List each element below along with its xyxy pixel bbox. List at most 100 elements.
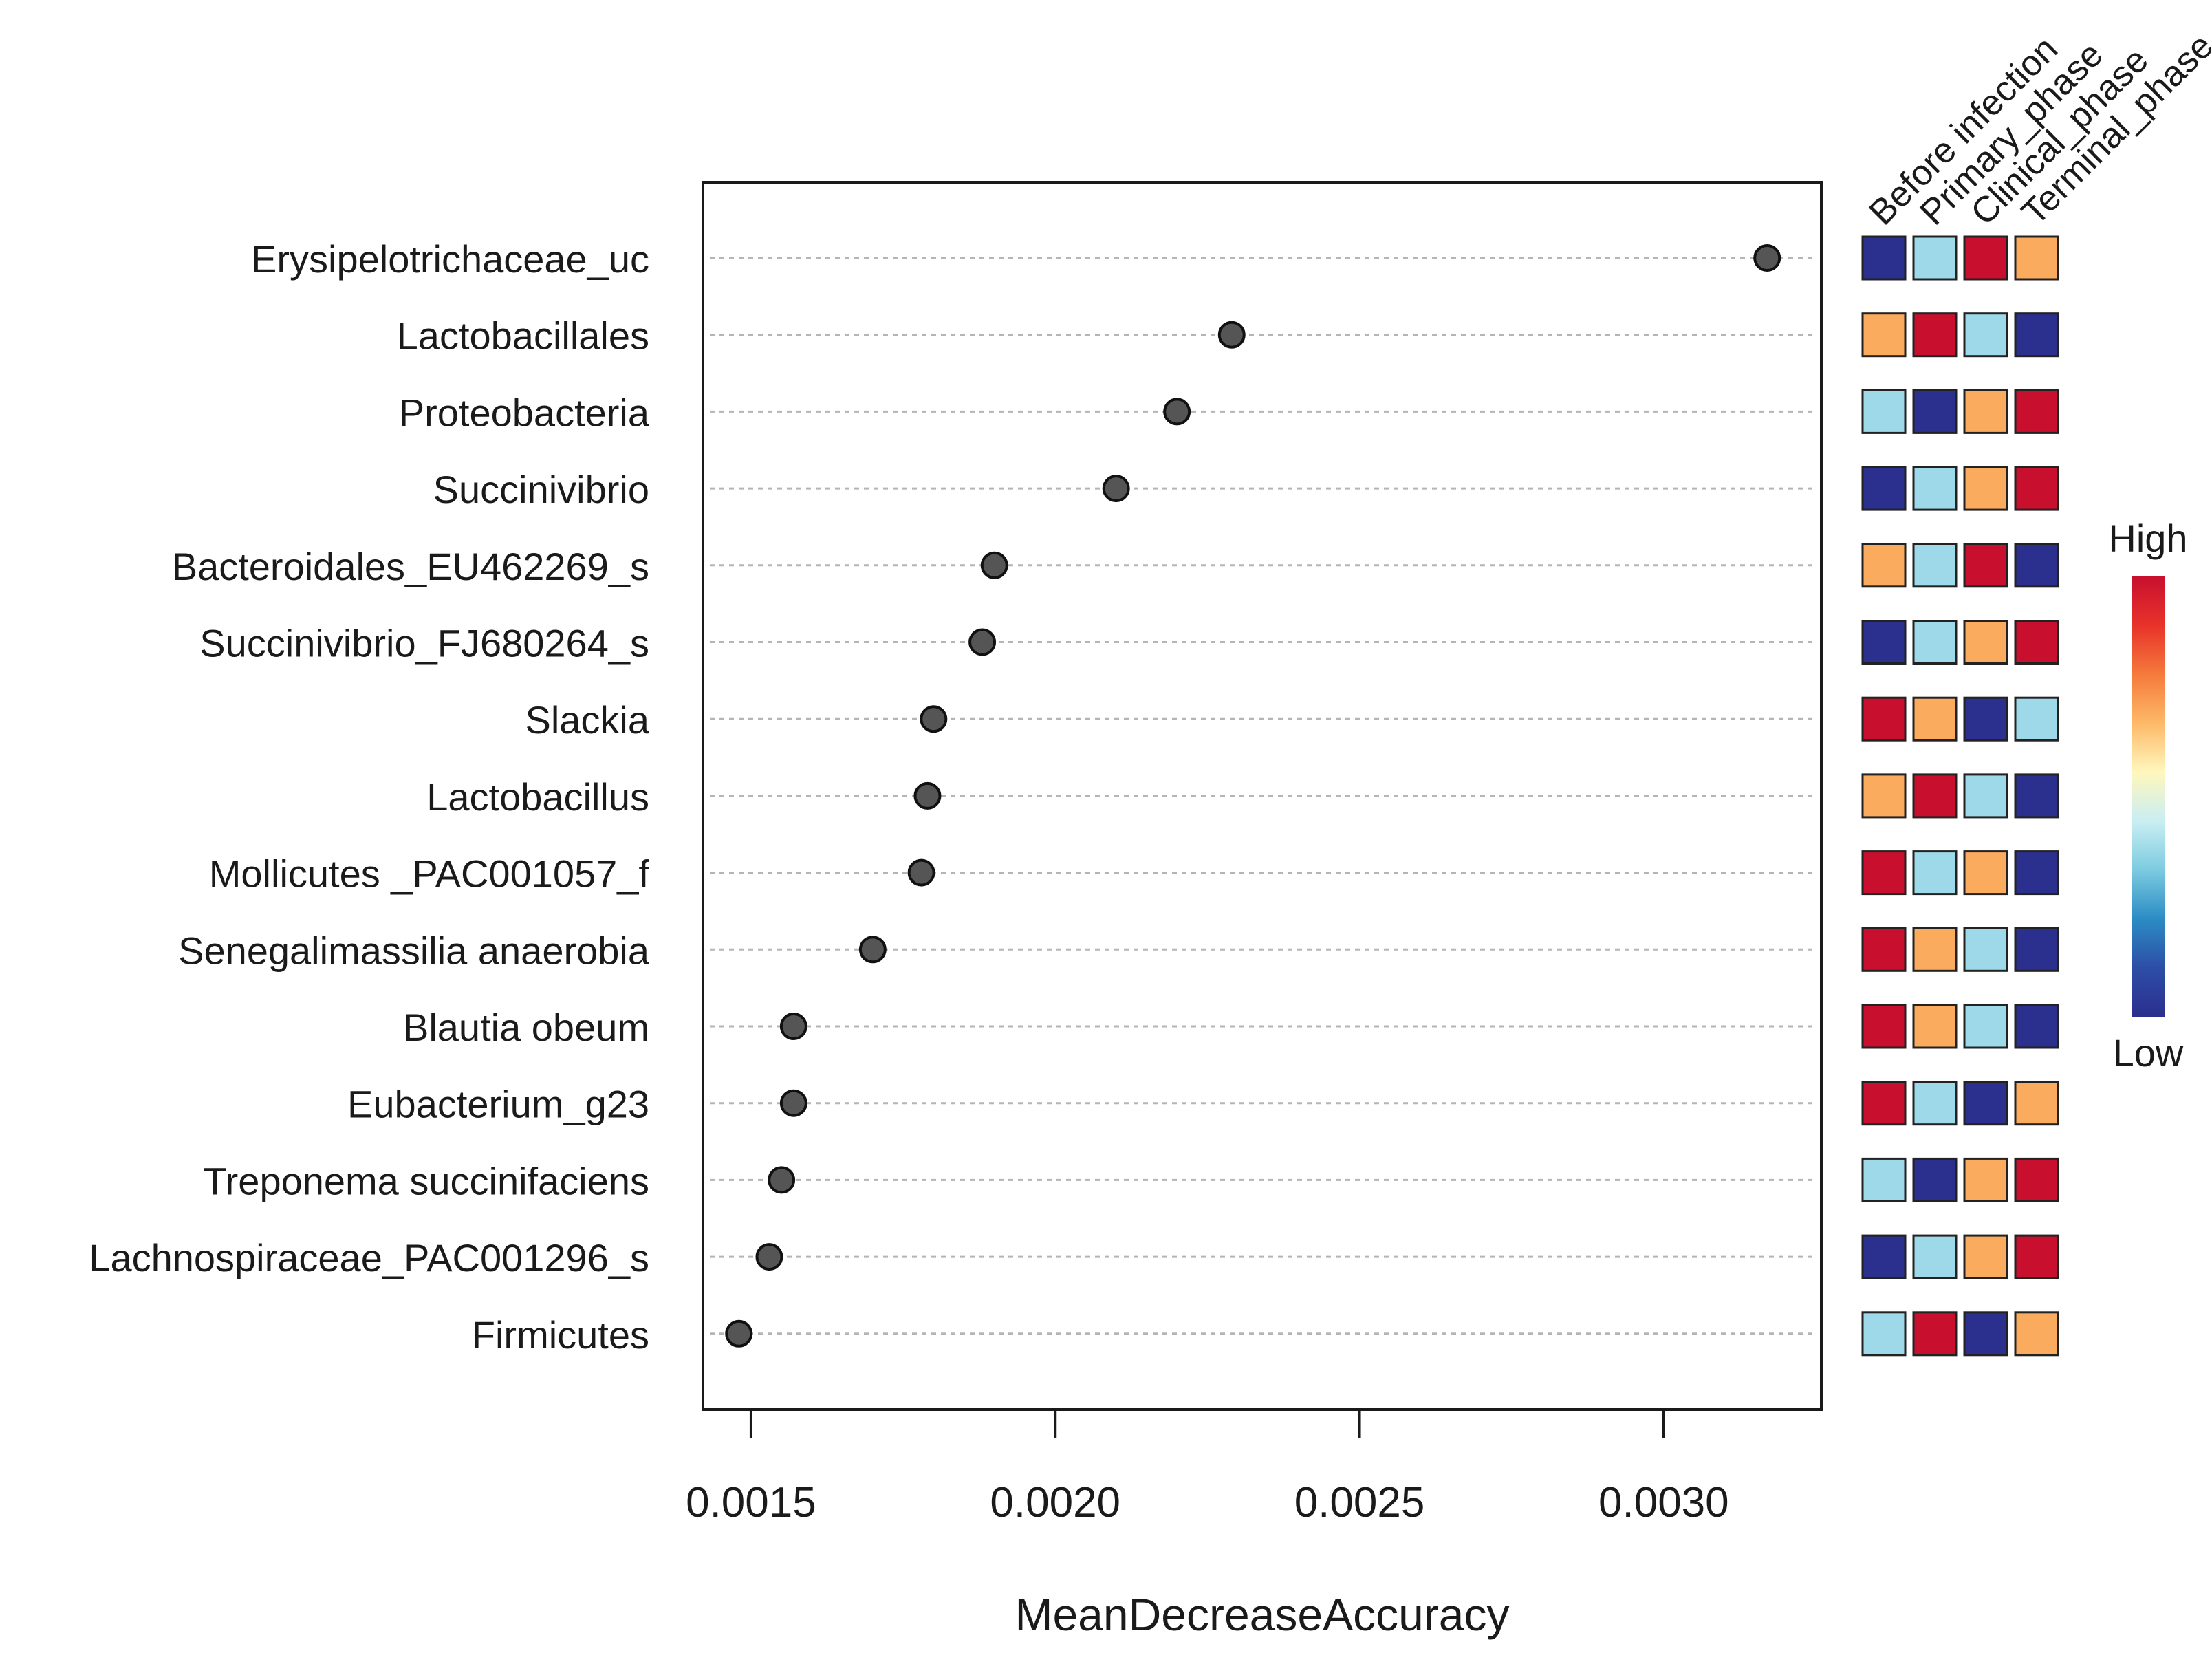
heatmap-cell [2014,696,2059,742]
heatmap-cell [2014,1081,2059,1126]
heatmap-cell [1963,1081,2008,1126]
y-tick-labels: Erysipelotrichaceae_uc Lactobacillales Pro… [89,237,650,1357]
heatmap-cell [1963,850,2008,896]
category-label: Eubacterium_g23 [347,1083,649,1126]
x-axis-label: MeanDecreaseAccuracy [1015,1589,1510,1640]
heatmap-cell [1861,389,1907,434]
heatmap-cell [1912,850,1958,896]
category-label: Lachnospiraceae_PAC001296_s [89,1236,649,1279]
heatmap-cell [1912,696,1958,742]
grid-layer [710,257,1814,1335]
category-label: Bacteroidales_EU462269_s [172,545,649,588]
heatmap-cell [2014,773,2059,819]
category-label: Blautia obeum [403,1006,649,1049]
category-label: Firmicutes [472,1313,649,1357]
data-point [1163,398,1191,426]
heatmap-cell [1912,1157,1958,1202]
color-legend-high-label: High [2108,517,2187,560]
heatmap-cell [2014,312,2059,358]
color-legend: High Low [2108,517,2187,1074]
heatmap-cell [1861,1081,1907,1126]
x-tick-label: 0.0030 [1598,1479,1729,1526]
heatmap-cell [1861,466,1907,511]
data-point [968,628,997,656]
heatmap-cell [1963,543,2008,588]
heatmap-cell [2014,235,2059,281]
data-point [907,858,935,887]
heatmap-cell [1963,389,2008,434]
heatmap-cell [1912,1311,1958,1357]
heatmap-cell [2014,543,2059,588]
data-point [768,1166,796,1194]
x-tick-label: 0.0020 [990,1479,1120,1526]
heatmap-cell [1861,1311,1907,1357]
heatmap-cell [1912,543,1958,588]
heatmap-cell [1963,312,2008,358]
heatmap-cell [1861,773,1907,819]
heatmap-cell [1963,466,2008,511]
heatmap-cell [2014,466,2059,511]
x-tick-label: 0.0025 [1294,1479,1425,1526]
heatmap-cell [1861,850,1907,896]
heatmap-cell [1963,1311,2008,1357]
category-label: Lactobacillales [397,314,649,358]
category-label: Treponema succinifaciens [204,1159,649,1202]
heatmap-cell [1963,696,2008,742]
data-point [779,1089,807,1117]
heatmap-cell [1912,235,1958,281]
heatmap-cell [2014,620,2059,665]
color-legend-bar [2132,576,2165,1017]
heatmap-cell [1912,466,1958,511]
heatmap-cell [2014,850,2059,896]
heatmap-cell [1912,927,1958,972]
category-label: Erysipelotrichaceae_uc [251,237,649,281]
heatmap-cell [2014,1157,2059,1202]
category-label: Proteobacteria [399,391,650,434]
heatmap-cell [2014,1311,2059,1357]
heatmap-cell [1912,312,1958,358]
heatmap-cell [1963,1004,2008,1049]
heatmap-cell [1963,1234,2008,1279]
heatmap-cell [1912,1234,1958,1279]
heatmap-cell [1861,1234,1907,1279]
data-point [1217,321,1246,349]
x-axis: 0.0015 0.0020 0.0025 0.0030 [686,1408,1729,1526]
heatmap-column-headers: Before infectionPrimary_phaseClinical_ph… [1861,26,2212,233]
data-point [725,1319,753,1348]
heatmap-cell [2014,389,2059,434]
heatmap-cell [1963,620,2008,665]
heatmap-cell [1861,1157,1907,1202]
category-label: Lactobacillus [426,775,649,819]
heatmap-cell [1861,927,1907,972]
category-label: Slackia [525,698,649,742]
heatmap-cell [1912,620,1958,665]
data-point [755,1243,783,1271]
heatmap-cell [1912,1081,1958,1126]
heatmap-cell [1963,235,2008,281]
data-point [858,936,887,964]
heatmap [1861,235,2059,1357]
heatmap-cell [2014,1234,2059,1279]
category-label: Senegalimassilia anaerobia [178,929,650,972]
category-label: Succinivibrio_FJ680264_s [199,622,649,665]
heatmap-cell [1861,543,1907,588]
x-tick-label: 0.0015 [686,1479,816,1526]
heatmap-cell [1861,696,1907,742]
heatmap-cell [1912,1004,1958,1049]
category-label: Mollicutes _PAC001057_f [209,852,650,896]
heatmap-cell [2014,927,2059,972]
heatmap-cell [1861,620,1907,665]
heatmap-cell [1912,389,1958,434]
data-point [779,1013,807,1040]
data-point [920,705,948,733]
heatmap-cell [1861,312,1907,358]
heatmap-cell [1963,927,2008,972]
heatmap-cell [1912,773,1958,819]
heatmap-cell [1861,1004,1907,1049]
heatmap-cell [2014,1004,2059,1049]
data-point [980,551,1008,579]
data-point [1753,244,1781,272]
heatmap-cell [1861,235,1907,281]
category-label: Succinivibrio [433,468,649,511]
